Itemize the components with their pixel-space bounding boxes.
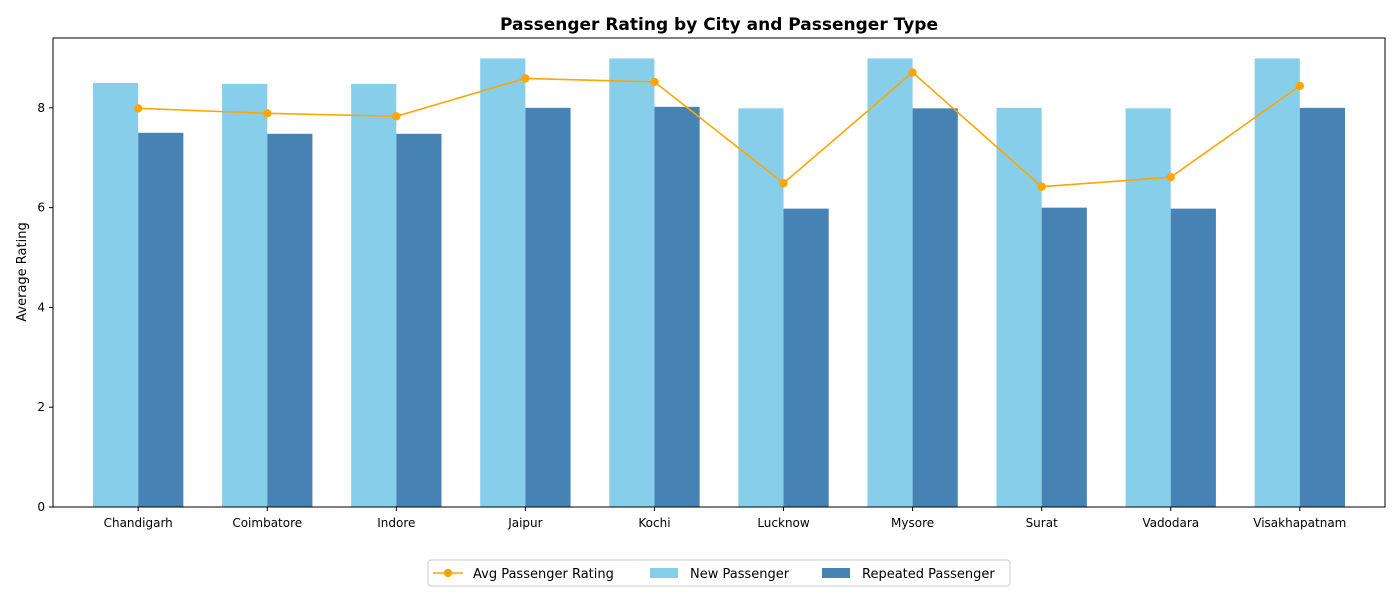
x-tick-label-mysore: Mysore xyxy=(891,516,934,530)
bar-new-passenger-chandigarh xyxy=(93,82,139,508)
point-avg-rating-lucknow xyxy=(779,178,788,188)
bar-new-passenger-coimbatore xyxy=(222,83,268,508)
bar-new-passenger-lucknow xyxy=(738,108,784,507)
x-tick-label-chandigarh: Chandigarh xyxy=(104,516,173,530)
bar-new-passenger-vadodara xyxy=(1125,108,1171,507)
legend: Avg Passenger Rating New Passenger Repeate… xyxy=(427,559,1011,587)
point-avg-rating-visakhapatnam xyxy=(1295,81,1305,91)
x-tick-label-jaipur: Jaipur xyxy=(507,516,542,530)
legend-label-new-passenger: New Passenger xyxy=(690,567,790,582)
x-tick-label-lucknow: Lucknow xyxy=(757,516,810,530)
y-tick-label: 4 xyxy=(37,300,45,314)
line-avg-passenger-rating xyxy=(138,71,1301,188)
bar-repeated-passenger-jaipur xyxy=(525,107,571,507)
point-avg-rating-kochi xyxy=(650,77,659,87)
legend-label-repeated-passenger: Repeated Passenger xyxy=(862,567,995,582)
bar-repeated-passenger-mysore xyxy=(912,108,958,507)
y-tick-label: 0 xyxy=(37,500,45,514)
bar-new-passenger-indore xyxy=(351,83,397,508)
bar-new-passenger-surat xyxy=(996,107,1042,507)
point-avg-rating-coimbatore xyxy=(263,109,272,118)
point-avg-rating-indore xyxy=(392,112,401,121)
point-avg-rating-surat xyxy=(1037,182,1046,191)
x-tick-label-surat: Surat xyxy=(1026,516,1059,530)
bar-repeated-passenger-coimbatore xyxy=(267,133,313,508)
bar-repeated-passenger-visakhapatnam xyxy=(1299,107,1345,507)
y-axis-title: Average Rating xyxy=(15,222,30,321)
bar-repeated-passenger-kochi xyxy=(654,106,700,507)
y-tick-label: 6 xyxy=(37,201,45,215)
point-avg-rating-jaipur xyxy=(521,74,530,83)
bar-new-passenger-visakhapatnam xyxy=(1254,58,1300,508)
x-tick-label-coimbatore: Coimbatore xyxy=(232,516,302,530)
bar-repeated-passenger-chandigarh xyxy=(138,132,184,508)
y-tick-label: 8 xyxy=(37,101,45,115)
legend-label-avg-passenger-rating: Avg Passenger Rating xyxy=(473,567,614,582)
point-avg-rating-mysore xyxy=(908,68,917,77)
bar-new-passenger-kochi xyxy=(609,58,655,508)
bar-repeated-passenger-surat xyxy=(1041,207,1087,507)
y-tick-label: 2 xyxy=(37,400,45,414)
bar-new-passenger-mysore xyxy=(867,58,913,508)
bar-repeated-passenger-indore xyxy=(396,133,442,508)
x-tick-label-indore: Indore xyxy=(377,516,415,530)
bar-repeated-passenger-vadodara xyxy=(1170,208,1216,507)
legend-marker-avg-passenger-rating xyxy=(443,568,453,578)
point-avg-rating-chandigarh xyxy=(133,104,143,113)
legend-box xyxy=(427,559,1011,587)
x-tick-label-vadodara: Vadodara xyxy=(1142,516,1199,530)
plot-area: 0 2 4 6 8 Chandigarh Coimbatore Indore Jaipur Koc… xyxy=(37,37,1386,530)
point-avg-rating-vadodara xyxy=(1166,173,1175,182)
chart-title: Passenger Rating by City and Passenger T… xyxy=(500,15,938,35)
bar-repeated-passenger-lucknow xyxy=(783,208,829,507)
legend-swatch-repeated-passenger xyxy=(822,568,850,578)
plot-frame xyxy=(52,37,1386,508)
legend-swatch-new-passenger xyxy=(650,568,678,578)
x-tick-label-visakhapatnam: Visakhapatnam xyxy=(1253,516,1346,530)
x-tick-label-kochi: Kochi xyxy=(638,516,670,530)
bar-new-passenger-jaipur xyxy=(480,58,526,508)
